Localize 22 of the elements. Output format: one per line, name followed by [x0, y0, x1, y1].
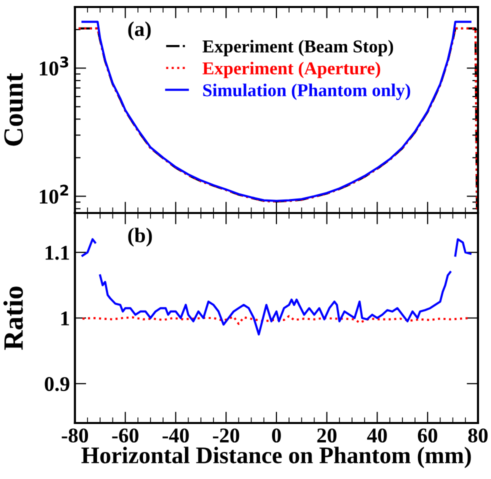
y-tick-label: 0.9 — [44, 377, 70, 392]
x-tick-label: -60 — [112, 428, 138, 443]
x-axis-title: Horizontal Distance on Phantom (mm) — [81, 446, 471, 468]
x-tick-label: -40 — [162, 428, 189, 443]
y-tick-label: 1.1 — [46, 246, 69, 260]
y-tick-label: 1 — [61, 311, 69, 326]
y-tick-label: 10$^{2}$ — [40, 184, 68, 204]
x-tick-label: 40 — [367, 428, 387, 443]
legend-label: Experiment (Aperture) — [202, 62, 380, 78]
annotation: (b) — [128, 228, 152, 247]
x-tick-label: -20 — [212, 428, 240, 443]
legend-label: Simulation (Phantom only) — [203, 84, 410, 100]
x-tick-label: 0 — [272, 428, 281, 443]
x-tick-label: -80 — [62, 428, 88, 443]
y-axis-title: Ratio — [3, 286, 23, 350]
y-axis-title: Count — [4, 73, 23, 146]
x-tick-label: 20 — [317, 428, 336, 443]
x-tick-label: 80 — [468, 428, 488, 443]
y-tick-label: 10$^{3}$ — [40, 56, 68, 76]
x-tick-label: 60 — [418, 428, 438, 443]
legend-label: Experiment (Beam Stop) — [202, 40, 394, 56]
annotation: (a) — [128, 21, 151, 40]
